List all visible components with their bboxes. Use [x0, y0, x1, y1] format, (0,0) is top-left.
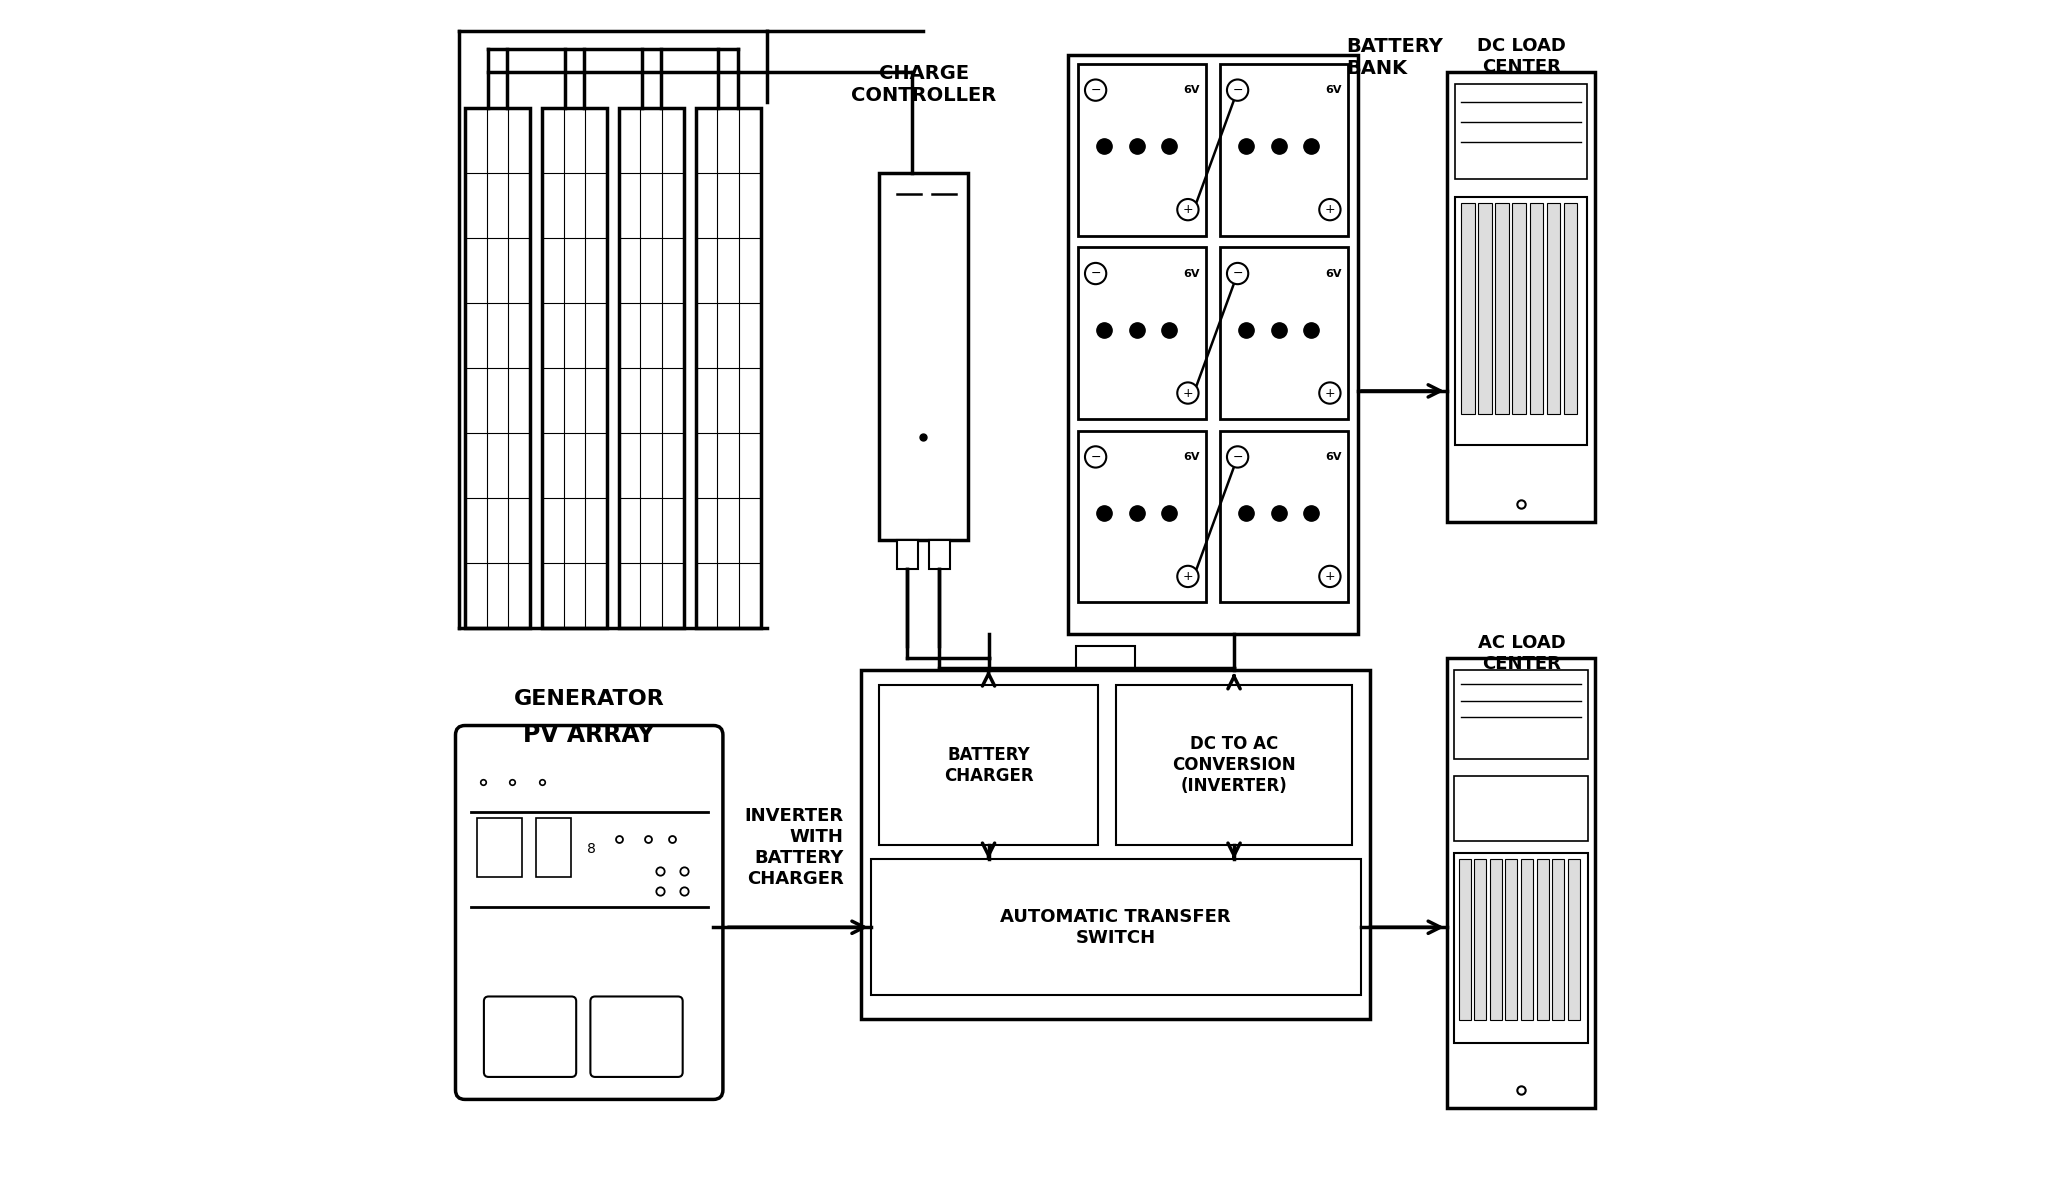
- Text: +: +: [1183, 570, 1193, 584]
- Text: +: +: [1183, 203, 1193, 216]
- Bar: [1522, 859, 1532, 1020]
- Bar: [1475, 859, 1487, 1020]
- Bar: [1567, 859, 1580, 1020]
- Circle shape: [1226, 79, 1249, 101]
- Text: 6V: 6V: [1325, 269, 1341, 279]
- Text: 6V: 6V: [1325, 85, 1341, 95]
- FancyBboxPatch shape: [485, 996, 577, 1077]
- Bar: [1536, 859, 1549, 1020]
- Bar: [1563, 203, 1577, 414]
- Bar: [1454, 670, 1588, 759]
- Bar: [1448, 658, 1596, 1108]
- Bar: [879, 173, 967, 540]
- Bar: [1068, 55, 1358, 635]
- Bar: [536, 818, 571, 876]
- Circle shape: [1226, 446, 1249, 467]
- Circle shape: [1319, 199, 1341, 221]
- Circle shape: [1319, 566, 1341, 587]
- Bar: [1547, 203, 1561, 414]
- Text: +: +: [1325, 570, 1335, 584]
- Text: +: +: [1325, 387, 1335, 400]
- Circle shape: [1177, 566, 1200, 587]
- Bar: [1456, 197, 1586, 445]
- Text: GENERATOR: GENERATOR: [514, 689, 665, 709]
- Circle shape: [1177, 199, 1200, 221]
- FancyBboxPatch shape: [589, 996, 682, 1077]
- Text: −: −: [1091, 267, 1101, 280]
- Circle shape: [1319, 382, 1341, 403]
- Bar: [1506, 859, 1518, 1020]
- Bar: [1220, 431, 1347, 602]
- Bar: [879, 686, 1099, 846]
- Bar: [696, 108, 760, 629]
- Bar: [928, 540, 951, 569]
- Text: DC LOAD
CENTER: DC LOAD CENTER: [1477, 37, 1565, 76]
- Bar: [1220, 64, 1347, 236]
- Bar: [1115, 686, 1352, 846]
- Text: +: +: [1183, 387, 1193, 400]
- Circle shape: [1177, 382, 1200, 403]
- Bar: [1448, 72, 1596, 522]
- Bar: [1456, 84, 1586, 179]
- Bar: [871, 859, 1360, 995]
- Bar: [1489, 859, 1501, 1020]
- Text: 6V: 6V: [1183, 85, 1200, 95]
- Text: 6V: 6V: [1183, 269, 1200, 279]
- Text: −: −: [1232, 451, 1243, 464]
- Text: DC TO AC
CONVERSION
(INVERTER): DC TO AC CONVERSION (INVERTER): [1173, 735, 1296, 795]
- Bar: [1454, 777, 1588, 842]
- Text: PV ARRAY: PV ARRAY: [524, 723, 655, 747]
- Bar: [861, 670, 1370, 1019]
- Bar: [898, 540, 918, 569]
- Bar: [1553, 859, 1563, 1020]
- Text: AC LOAD
CENTER: AC LOAD CENTER: [1477, 635, 1565, 674]
- Bar: [1078, 431, 1206, 602]
- Bar: [1530, 203, 1543, 414]
- Text: BATTERY
BANK: BATTERY BANK: [1347, 37, 1444, 78]
- Bar: [1458, 859, 1471, 1020]
- Circle shape: [1085, 446, 1107, 467]
- Text: −: −: [1232, 84, 1243, 96]
- Text: BATTERY
CHARGER: BATTERY CHARGER: [943, 746, 1033, 785]
- Text: AUTOMATIC TRANSFER
SWITCH: AUTOMATIC TRANSFER SWITCH: [1000, 907, 1230, 946]
- Bar: [1220, 248, 1347, 419]
- Text: CHARGE
CONTROLLER: CHARGE CONTROLLER: [852, 64, 996, 104]
- Bar: [1454, 853, 1588, 1042]
- Circle shape: [1085, 79, 1107, 101]
- Text: 6V: 6V: [1183, 452, 1200, 463]
- Bar: [1479, 203, 1491, 414]
- Text: 6V: 6V: [1325, 452, 1341, 463]
- Text: −: −: [1091, 84, 1101, 96]
- Bar: [464, 108, 530, 629]
- Bar: [542, 108, 606, 629]
- FancyBboxPatch shape: [456, 726, 723, 1099]
- Text: −: −: [1232, 267, 1243, 280]
- Text: −: −: [1091, 451, 1101, 464]
- Text: INVERTER
WITH
BATTERY
CHARGER: INVERTER WITH BATTERY CHARGER: [744, 808, 844, 887]
- Bar: [1512, 203, 1526, 414]
- Bar: [618, 108, 684, 629]
- Text: 8: 8: [587, 842, 596, 856]
- Bar: [1495, 203, 1510, 414]
- Text: +: +: [1325, 203, 1335, 216]
- Bar: [1076, 646, 1136, 670]
- Bar: [477, 818, 522, 876]
- Bar: [1078, 64, 1206, 236]
- Circle shape: [1085, 263, 1107, 285]
- Bar: [1078, 248, 1206, 419]
- Bar: [1460, 203, 1475, 414]
- Circle shape: [1226, 263, 1249, 285]
